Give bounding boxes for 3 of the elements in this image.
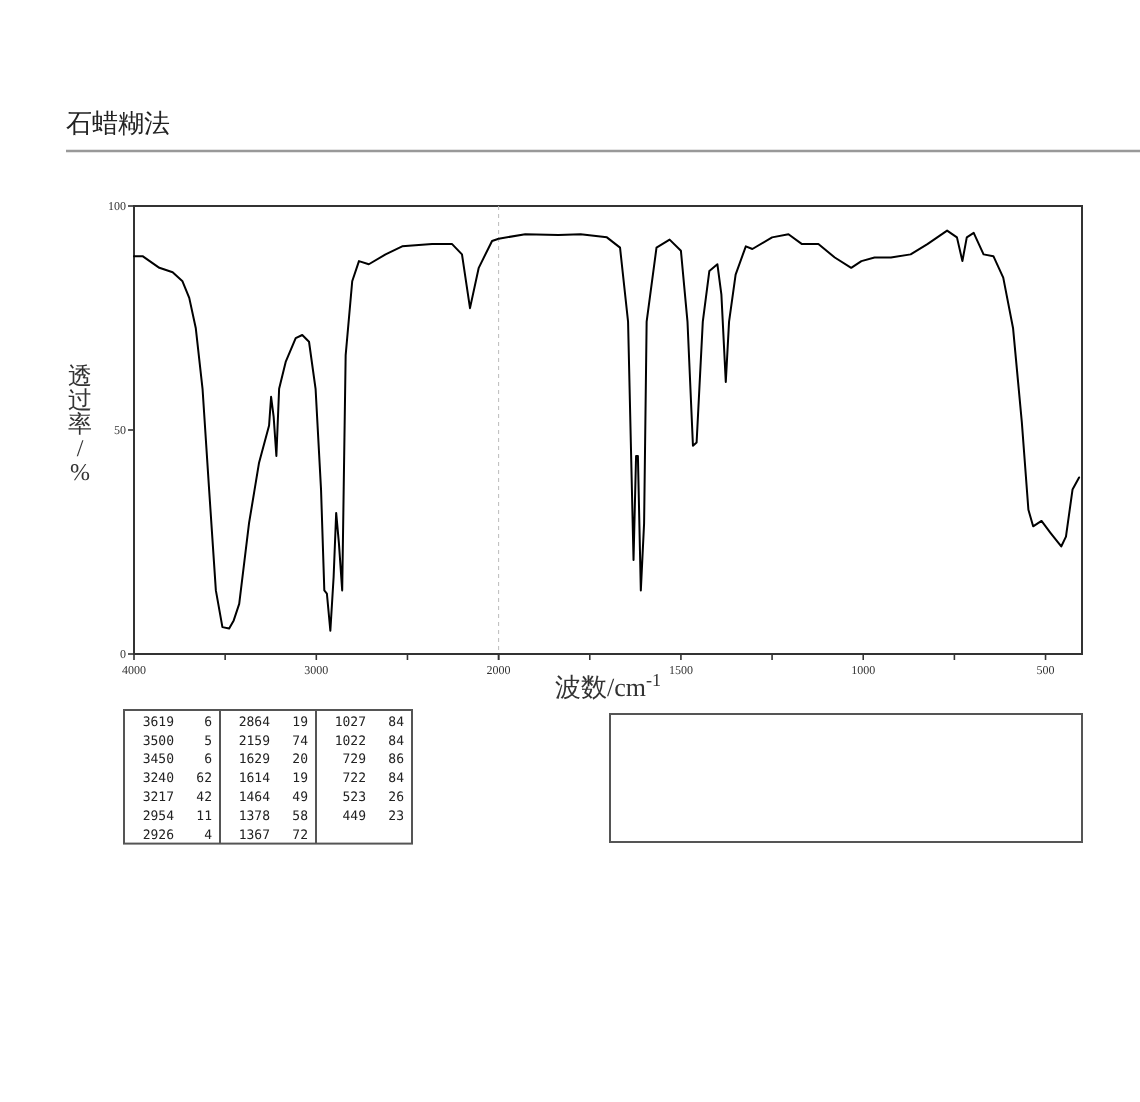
- chart-title: 石蜡糊法: [66, 108, 170, 138]
- y-axis-title: 透过率/%: [68, 362, 92, 486]
- x-axis-title: 波数/cm$^{-1}$: [554, 670, 662, 702]
